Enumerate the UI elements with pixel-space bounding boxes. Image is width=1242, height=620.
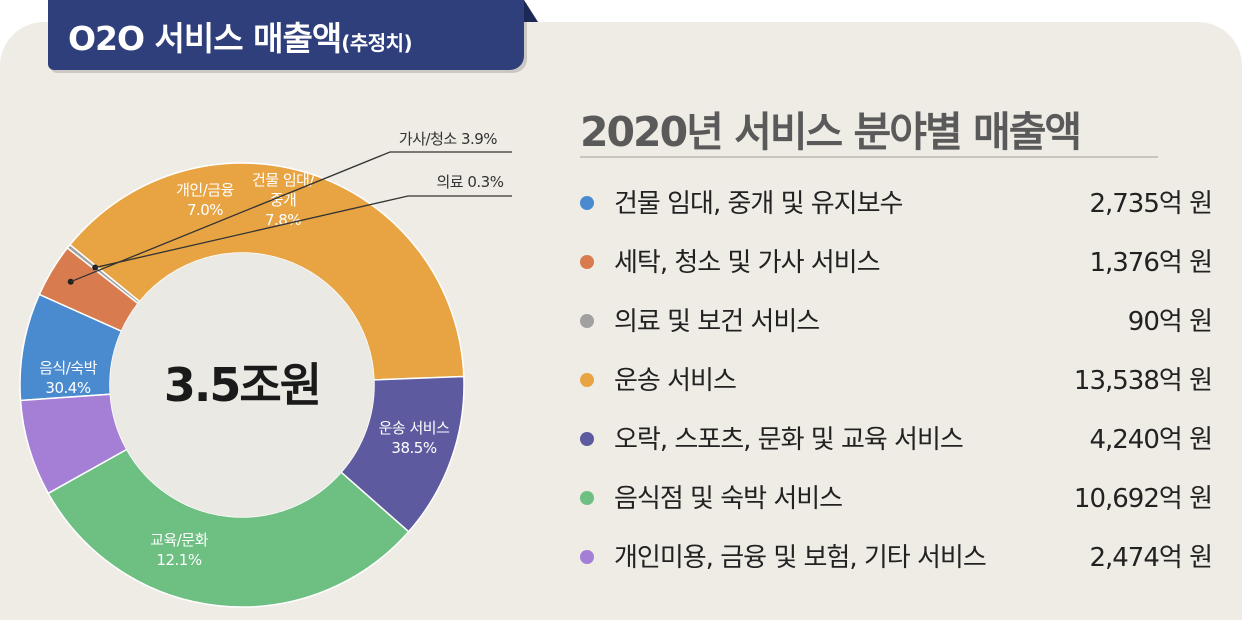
legend-label: 건물 임대, 중개 및 유지보수 <box>614 189 903 219</box>
donut-slices <box>19 162 465 608</box>
legend-item: 오락, 스포츠, 문화 및 교육 서비스 4,240억 원 <box>580 416 1220 475</box>
slice-label: 운송 서비스 <box>379 419 450 437</box>
slice-label: 가사/청소 3.9% <box>399 130 497 148</box>
title-badge-tail <box>524 0 538 22</box>
legend-value: 10,692억 원 <box>1073 484 1213 514</box>
legend-value: 4,240억 원 <box>1089 425 1213 455</box>
slice-label: 건물 임대/ <box>252 171 315 189</box>
legend-item: 세탁, 청소 및 가사 서비스 1,376억 원 <box>580 239 1220 298</box>
donut-hole <box>110 253 374 517</box>
legend-value: 13,538억 원 <box>1073 366 1213 396</box>
section-title: 2020년 서비스 분야별 매출액 <box>580 108 1082 156</box>
legend-dot-icon <box>580 196 594 210</box>
legend-item: 운송 서비스 13,538억 원 <box>580 357 1220 416</box>
legend-value: 2,735억 원 <box>1089 189 1213 219</box>
slice-percent: 7.8% <box>265 211 301 229</box>
slice-percent: 30.4% <box>45 379 90 397</box>
slice-percent: 12.1% <box>156 551 201 569</box>
leader-line <box>95 195 512 269</box>
legend-dot-icon <box>580 314 594 328</box>
legend-dot-icon <box>580 255 594 269</box>
slice-label: 중개 <box>270 191 297 209</box>
legend-label: 개인미용, 금융 및 보험, 기타 서비스 <box>614 543 987 573</box>
slice-label: 개인/금융 <box>176 181 234 199</box>
legend-dot-icon <box>580 550 594 564</box>
legend-item: 건물 임대, 중개 및 유지보수 2,735억 원 <box>580 180 1220 239</box>
legend-label: 오락, 스포츠, 문화 및 교육 서비스 <box>614 425 964 455</box>
legend-label: 세탁, 청소 및 가사 서비스 <box>614 248 881 278</box>
legend-item: 의료 및 보건 서비스 90억 원 <box>580 298 1220 357</box>
legend-value: 1,376억 원 <box>1089 248 1213 278</box>
slice-label: 음식/숙박 <box>39 359 97 377</box>
slice-label: 의료 0.3% <box>437 173 504 191</box>
legend-value: 2,474억 원 <box>1089 543 1213 573</box>
page-title: O2O 서비스 매출액(추정치) <box>68 12 413 60</box>
legend-dot-icon <box>580 373 594 387</box>
center-label: 3.5조원 <box>164 358 320 412</box>
legend-dot-icon <box>580 432 594 446</box>
section-divider <box>580 156 1158 158</box>
leader-line <box>70 151 512 283</box>
slice-percent: 7.0% <box>187 201 223 219</box>
legend-label: 음식점 및 숙박 서비스 <box>614 484 843 514</box>
donut-slice <box>68 162 465 381</box>
slice-labels: 건물 임대/중개 7.8% 가사/청소 3.9% 의료 0.3% 운송 서비스 38.5%… <box>39 130 512 569</box>
slice-percent: 38.5% <box>391 439 436 457</box>
title-main: O2O 서비스 매출액 <box>68 19 342 58</box>
legend-value: 90억 원 <box>1127 307 1213 337</box>
title-badge: O2O 서비스 매출액(추정치) <box>48 0 538 70</box>
slice-label: 교육/문화 <box>150 531 208 549</box>
legend-label: 의료 및 보건 서비스 <box>614 307 820 337</box>
title-subtitle: (추정치) <box>341 31 413 55</box>
legend-dot-icon <box>580 491 594 505</box>
legend-item: 개인미용, 금융 및 보험, 기타 서비스 2,474억 원 <box>580 534 1220 593</box>
legend-label: 운송 서비스 <box>614 366 737 396</box>
legend-item: 음식점 및 숙박 서비스 10,692억 원 <box>580 475 1220 534</box>
donut-chart: 3.5조원 건물 임대/중개 7.8% 가사/청소 3.9% 의료 0.3% 운송 서비… <box>19 130 512 608</box>
